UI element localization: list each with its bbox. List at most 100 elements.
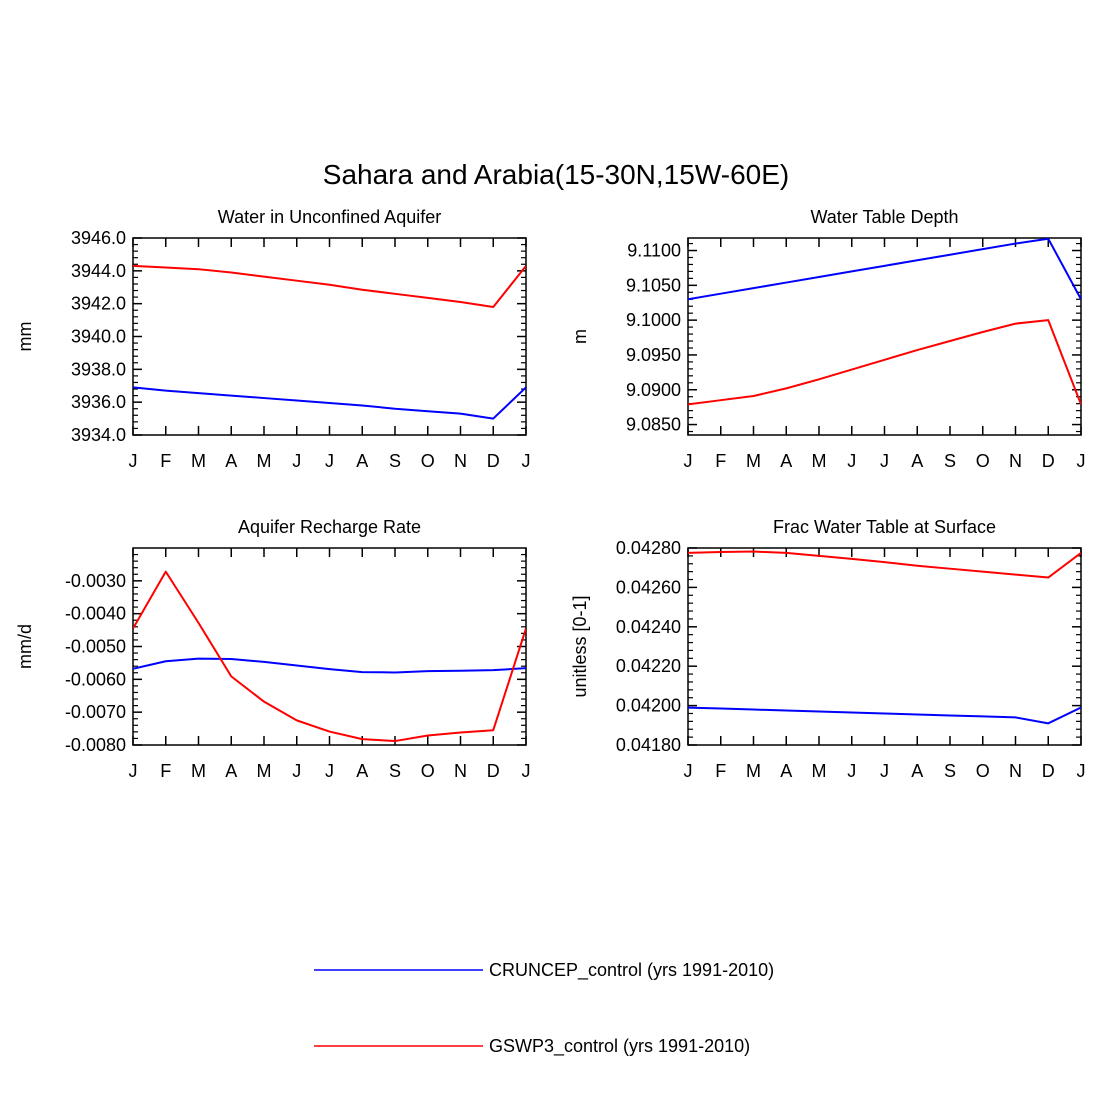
x-tick-label: A (780, 451, 792, 471)
x-tick-label: M (746, 451, 761, 471)
x-tick-label: S (389, 761, 401, 781)
x-tick-label: M (191, 761, 206, 781)
x-tick-label: S (944, 451, 956, 471)
x-tick-label: N (454, 451, 467, 471)
x-tick-label: J (847, 451, 856, 471)
x-tick-label: J (684, 451, 693, 471)
y-tick-label: -0.0030 (65, 571, 126, 591)
series-line-cruncep (133, 657, 526, 674)
x-tick-label: S (944, 761, 956, 781)
y-tick-label: 3934.0 (71, 425, 126, 445)
x-tick-label: F (715, 761, 726, 781)
x-tick-label: J (325, 451, 334, 471)
subplot-title: Aquifer Recharge Rate (238, 517, 421, 537)
series-line-cruncep (688, 706, 1081, 725)
x-tick-label: A (225, 761, 237, 781)
plot-frame (132, 547, 527, 746)
y-tick-label: 9.1100 (627, 241, 681, 261)
y-tick-label: 9.1000 (626, 310, 681, 330)
x-tick-label: J (129, 761, 138, 781)
y-tick-label: -0.0080 (65, 735, 126, 755)
y-tick-label: 0.04180 (616, 735, 681, 755)
x-tick-label: A (356, 451, 368, 471)
x-tick-label: O (976, 451, 990, 471)
x-tick-label: M (812, 761, 827, 781)
x-tick-label: M (257, 761, 272, 781)
x-tick-label: A (356, 761, 368, 781)
y-tick-label: 9.1050 (626, 275, 681, 295)
x-tick-label: N (454, 761, 467, 781)
y-tick-label: 0.04240 (616, 617, 681, 637)
x-tick-label: D (1042, 451, 1055, 471)
y-tick-label: 9.0900 (626, 380, 681, 400)
y-tick-label: 3946.0 (71, 228, 126, 248)
x-tick-label: D (1042, 761, 1055, 781)
series-line-gswp3 (688, 550, 1081, 579)
series-line-cruncep (133, 386, 526, 420)
series-line-cruncep (688, 238, 1081, 301)
x-tick-label: J (847, 761, 856, 781)
legend-label: CRUNCEP_control (yrs 1991-2010) (489, 960, 774, 981)
y-axis-label: mm (15, 322, 35, 352)
x-tick-label: J (522, 761, 531, 781)
y-axis-label: m (570, 329, 590, 344)
y-tick-label: 3936.0 (71, 392, 126, 412)
y-tick-label: 3944.0 (71, 261, 126, 281)
x-tick-label: F (715, 451, 726, 471)
y-tick-label: 3942.0 (71, 294, 126, 314)
y-tick-label: 3938.0 (71, 359, 126, 379)
y-tick-label: -0.0050 (65, 637, 126, 657)
x-tick-label: O (421, 761, 435, 781)
series-line-gswp3 (133, 570, 526, 743)
x-tick-label: D (487, 761, 500, 781)
y-tick-label: 3940.0 (71, 327, 126, 347)
y-tick-label: 0.04200 (616, 696, 681, 716)
y-tick-label: 0.04220 (616, 656, 681, 676)
x-tick-label: O (976, 761, 990, 781)
x-tick-label: J (1077, 761, 1086, 781)
x-tick-label: J (1077, 451, 1086, 471)
y-tick-label: 0.04260 (616, 577, 681, 597)
chart-panel: Frac Water Table at Surface unitless [0-1… (570, 517, 1086, 781)
plot-frame (687, 547, 1082, 746)
x-tick-label: A (911, 761, 923, 781)
series-line-gswp3 (133, 264, 526, 308)
figure-title: Sahara and Arabia(15-30N,15W-60E) (323, 159, 789, 190)
x-tick-label: J (880, 761, 889, 781)
legend: CRUNCEP_control (yrs 1991-2010) GSWP3_con… (314, 960, 774, 1057)
y-tick-label: -0.0040 (65, 604, 126, 624)
y-axis-label: unitless [0-1] (570, 595, 590, 697)
x-tick-label: J (522, 451, 531, 471)
x-tick-label: J (880, 451, 889, 471)
x-tick-label: J (684, 761, 693, 781)
x-tick-label: F (160, 451, 171, 471)
x-tick-label: O (421, 451, 435, 471)
x-tick-label: A (225, 451, 237, 471)
x-tick-label: D (487, 451, 500, 471)
x-tick-label: M (746, 761, 761, 781)
x-tick-label: S (389, 451, 401, 471)
x-tick-label: J (292, 761, 301, 781)
x-tick-label: N (1009, 451, 1022, 471)
subplot-title: Water Table Depth (810, 207, 958, 227)
y-tick-label: -0.0060 (65, 669, 126, 689)
subplot-title: Water in Unconfined Aquifer (218, 207, 441, 227)
x-tick-label: M (257, 451, 272, 471)
y-tick-label: 9.0950 (626, 345, 681, 365)
x-tick-label: F (160, 761, 171, 781)
plot-frame (687, 237, 1082, 436)
x-tick-label: M (191, 451, 206, 471)
series-line-gswp3 (688, 319, 1081, 406)
x-tick-label: J (129, 451, 138, 471)
y-tick-label: 0.04280 (616, 538, 681, 558)
x-tick-label: A (911, 451, 923, 471)
x-tick-label: A (780, 761, 792, 781)
x-tick-label: J (325, 761, 334, 781)
y-tick-label: 9.0850 (626, 415, 681, 435)
plot-frame (132, 237, 527, 436)
